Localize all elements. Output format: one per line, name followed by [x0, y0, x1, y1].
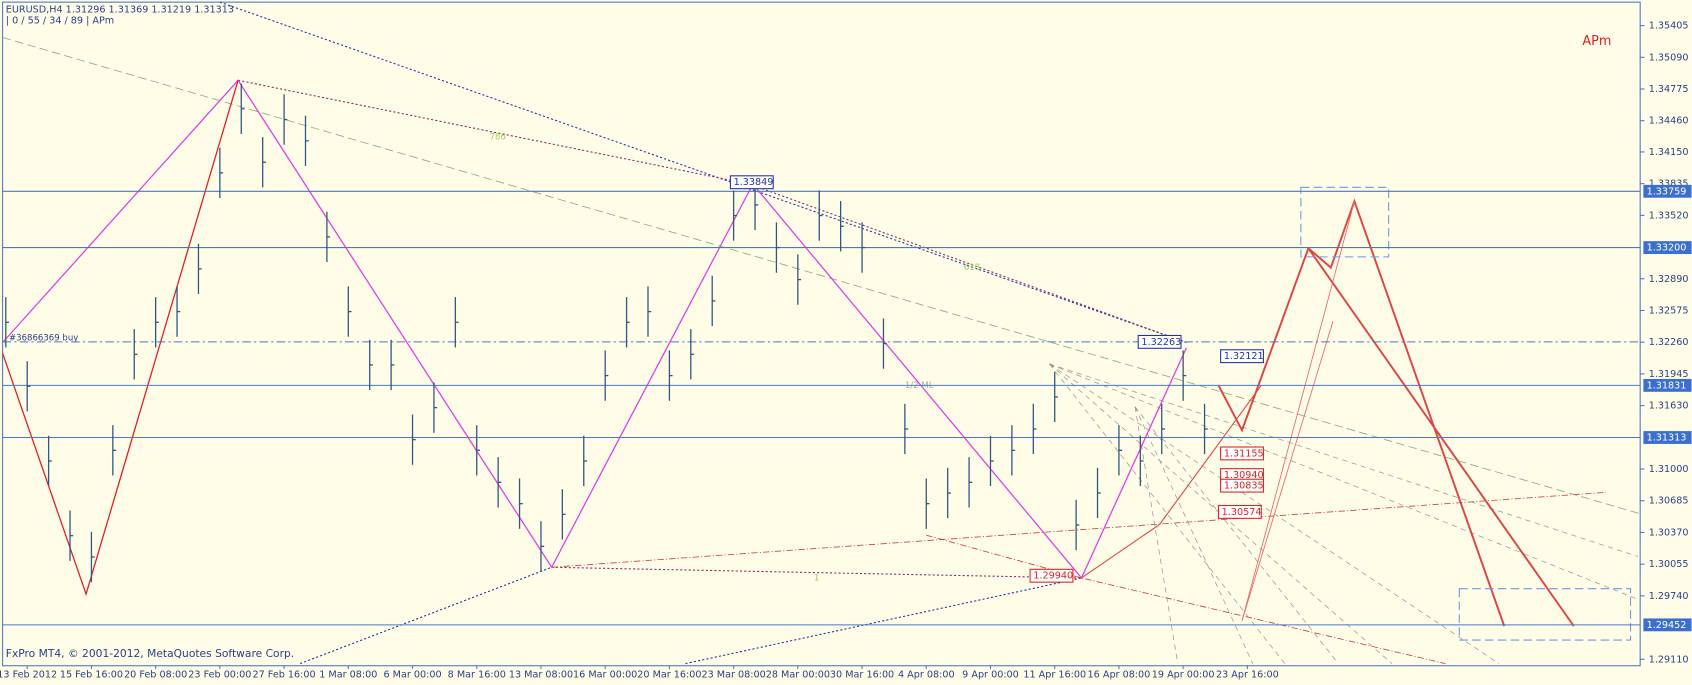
x-tick-label: 20 Mar 16:00 [637, 669, 701, 680]
y-tick-label: 1.34150 [1649, 147, 1689, 158]
price-label: 1.30940 [1224, 470, 1264, 481]
y-tick-label: 1.29110 [1649, 654, 1689, 665]
drawing-line [2, 79, 1187, 580]
level-label: 1.29452 [1647, 620, 1687, 631]
fib-label: 1 [814, 573, 819, 583]
y-tick-label: 1.29740 [1649, 591, 1689, 602]
x-tick-label: 30 Mar 16:00 [830, 669, 894, 680]
y-tick-label: 1.32575 [1649, 305, 1689, 316]
y-tick-label: 1.31945 [1649, 369, 1689, 380]
price-label-box [1220, 446, 1264, 461]
price-label-box [1137, 334, 1182, 349]
drawing-line [685, 577, 1082, 665]
drawing-line [1081, 384, 1262, 579]
level-label-bg [1643, 378, 1692, 392]
x-tick-label: 11 Apr 16:00 [1023, 669, 1086, 680]
level-label: 1.33200 [1647, 243, 1687, 254]
y-tick-label: 1.32260 [1649, 337, 1689, 348]
y-tick-label: 1.31000 [1649, 464, 1689, 475]
y-tick-label: 1.30055 [1649, 559, 1689, 570]
drawing-line [2, 37, 1641, 515]
y-tick-label: 1.30370 [1649, 527, 1689, 538]
symbol-line: EURUSD,H4 1.31296 1.31369 1.31219 1.3131… [6, 5, 234, 16]
x-tick-label: 16 Apr 08:00 [1088, 669, 1151, 680]
drawing-line [1049, 363, 1639, 557]
x-tick-label: 27 Feb 16:00 [253, 669, 316, 680]
drawing-line [1241, 201, 1355, 621]
y-tick-label: 1.34775 [1649, 84, 1689, 95]
drawing-line [1049, 363, 1393, 664]
level-label: 1.31831 [1647, 380, 1687, 391]
y-tick-label: 1.30685 [1649, 496, 1689, 507]
level-label-bg [1643, 431, 1692, 444]
x-tick-label: 13 Feb 2012 [0, 669, 57, 680]
target-box [1300, 186, 1390, 258]
drawing-line [299, 566, 552, 665]
drawing-line [237, 79, 1187, 344]
drawing-line [1217, 198, 1506, 627]
price-label-box [1220, 349, 1264, 364]
level-label-bg [1643, 618, 1692, 632]
price-label: 1.29940 [1033, 571, 1073, 582]
target-box [1458, 588, 1632, 641]
indicator-line: | 0 / 55 / 34 / 89 | APm [6, 15, 114, 26]
price-label: 1.32263 [1141, 337, 1181, 348]
x-tick-label: 9 Apr 00:00 [962, 669, 1019, 680]
y-tick-label: 1.31630 [1649, 401, 1689, 412]
plot-frame [2, 1, 1641, 667]
x-tick-label: 6 Mar 00:00 [383, 669, 441, 680]
drawing-line [1, 80, 239, 597]
price-label-box [729, 175, 774, 190]
y-tick-label: 1.33520 [1649, 210, 1689, 221]
drawing-line [1134, 406, 1254, 664]
x-tick-label: 16 Mar 00:00 [573, 669, 637, 680]
x-tick-label: 23 Feb 00:00 [188, 669, 251, 680]
level-label: 1.33759 [1647, 186, 1687, 197]
x-tick-label: 20 Feb 08:00 [124, 669, 187, 680]
drawing-line [1134, 406, 1339, 664]
indicator-tag: APm [1582, 34, 1611, 49]
x-tick-label: 19 Apr 00:00 [1152, 669, 1215, 680]
y-tick-label: 1.34460 [1649, 116, 1689, 127]
copyright: FxPro MT4, © 2001-2012, MetaQuotes Softw… [6, 647, 294, 660]
x-tick-label: 23 Apr 16:00 [1216, 669, 1279, 680]
drawing-line [1134, 406, 1179, 664]
fib-label: 618 [964, 263, 980, 273]
level-label-bg [1643, 184, 1692, 198]
price-label: 1.31155 [1224, 448, 1264, 459]
price-label: 1.33849 [734, 177, 774, 188]
y-tick-label: 1.35405 [1649, 21, 1689, 32]
x-tick-label: 8 Mar 16:00 [448, 669, 506, 680]
level-label: 1.31313 [1647, 433, 1687, 444]
price-label-box [1220, 478, 1264, 493]
x-tick-label: 23 Mar 08:00 [701, 669, 765, 680]
x-tick-label: 1 Mar 08:00 [319, 669, 377, 680]
y-tick-label: 1.35090 [1649, 52, 1689, 63]
drawing-line [551, 566, 1082, 579]
drawing-line [1241, 320, 1334, 621]
drawing-line [219, 1, 1187, 344]
x-tick-label: 15 Feb 16:00 [60, 669, 123, 680]
price-label: 1.32121 [1224, 351, 1264, 362]
price-label-box [1217, 504, 1262, 519]
y-tick-label: 1.32890 [1649, 274, 1689, 285]
x-tick-label: 13 Mar 08:00 [509, 669, 573, 680]
fib-label: 786 [490, 133, 506, 143]
price-label: 1.30574 [1222, 507, 1262, 518]
y-tick-label: 1.33835 [1649, 179, 1689, 190]
price-label-box [1029, 568, 1074, 583]
level-label-bg [1643, 241, 1692, 254]
price-label: 1.30835 [1224, 481, 1264, 492]
order-label: #36866369 buy [9, 334, 78, 344]
drawing-line [551, 491, 1606, 568]
x-tick-label: 4 Apr 08:00 [898, 669, 955, 680]
x-tick-label: 28 Mar 00:00 [766, 669, 830, 680]
